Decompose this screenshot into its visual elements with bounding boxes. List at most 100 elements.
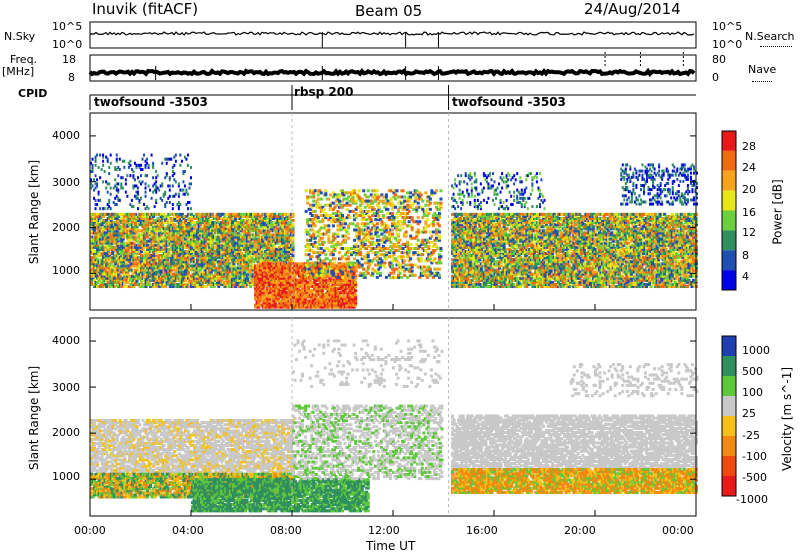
power-echo-cell: [125, 178, 127, 181]
power-echo-cell: [119, 168, 121, 171]
power-echo-cell: [117, 182, 119, 185]
power-echo-cell: [179, 203, 181, 206]
power-echo-cell: [161, 182, 163, 185]
power-echo-cell: [128, 223, 131, 226]
power-echo-cell: [152, 162, 154, 165]
power-echo-cell: [146, 158, 148, 161]
power-echo-cell: [175, 193, 177, 196]
power-echo-cell: [95, 207, 97, 210]
power-echo-cell: [175, 180, 177, 183]
power-echo-cell: [155, 180, 157, 183]
power-echo-cell: [178, 182, 180, 185]
power-echo-cell: [151, 154, 153, 157]
power-echo-cell: [145, 182, 147, 185]
power-echo-cell: [155, 199, 157, 202]
power-echo-cell: [146, 174, 148, 177]
power-echo-cell: [188, 187, 190, 190]
power-echo-cell: [140, 164, 142, 167]
power-echo-cell: [125, 182, 127, 185]
freq-trace: [90, 71, 694, 74]
power-echo-cell: [310, 289, 313, 292]
power-echo-cell: [116, 154, 118, 157]
power-echo-cell: [185, 189, 187, 192]
power-echo-cell: [122, 187, 124, 190]
power-echo-cell: [132, 205, 134, 208]
power-echo-cell: [98, 166, 100, 169]
power-echo-cell: [188, 201, 190, 204]
power-echo-cell: [151, 197, 153, 200]
power-echo-cell: [110, 193, 112, 196]
power-echo-cell: [173, 172, 175, 175]
power-echo-cell: [166, 201, 168, 204]
power-echo-cell: [132, 170, 134, 173]
power-echo-cell: [140, 174, 142, 177]
power-echo-cell: [119, 275, 122, 278]
power-echo-cell: [172, 207, 174, 210]
power-echo-cell: [102, 180, 104, 183]
power-echo-cell: [149, 189, 151, 192]
power-echo-cell: [257, 213, 260, 216]
power-echo-cell: [184, 170, 186, 173]
power-echo-cell: [107, 158, 109, 161]
power-echo-cell: [123, 166, 125, 169]
power-echo-cell: [102, 154, 104, 157]
power-echo-cell: [92, 184, 94, 187]
power-echo-cell: [92, 164, 94, 167]
power-echo-cell: [116, 203, 118, 206]
power-echo-cell: [172, 203, 174, 206]
power-echo-cell: [96, 154, 98, 157]
power-echo-cell: [92, 158, 94, 161]
power-echo-cell: [169, 184, 171, 187]
power-echo-cell: [152, 176, 154, 179]
power-echo-cell: [108, 172, 110, 175]
power-echo-cell: [129, 164, 131, 167]
power-echo-cell: [132, 174, 134, 177]
power-echo-cell: [157, 174, 159, 177]
power-echo-cell: [182, 189, 184, 192]
power-echo-cell: [110, 187, 112, 190]
power-echo-cell: [169, 195, 171, 198]
power-echo-cell: [161, 199, 163, 202]
power-echo-cell: [119, 158, 121, 161]
power-echo-cell: [125, 191, 127, 194]
power-echo-cell: [187, 193, 189, 196]
power-echo-cell: [190, 213, 193, 216]
power-echo-cell: [164, 191, 166, 194]
power-echo-cell: [169, 201, 171, 204]
power-echo-cell: [122, 176, 124, 179]
power-echo-cell: [187, 164, 189, 167]
power-echo-cell: [104, 207, 106, 210]
power-echo-cell: [173, 164, 175, 167]
power-echo-cell: [142, 158, 144, 161]
power-echo-cell: [99, 199, 101, 202]
power-echo-cell: [249, 285, 252, 288]
power-echo-cell: [142, 180, 144, 183]
power-echo-cell: [93, 178, 95, 181]
power-echo-cell: [117, 189, 119, 192]
power-echo-cell: [166, 162, 168, 165]
power-echo-cell: [131, 199, 133, 202]
power-echo-cell: [145, 187, 147, 190]
power-echo-cell: [123, 160, 125, 163]
power-echo-cell: [137, 207, 139, 210]
power-echo-cell: [104, 170, 106, 173]
power-echo-cell: [190, 176, 192, 179]
power-echo-cell: [138, 229, 141, 232]
power-echo-cell: [119, 199, 121, 202]
power-echo-cell: [129, 160, 131, 163]
power-echo-cell: [110, 207, 112, 210]
power-echo-cell: [117, 174, 119, 177]
power-echo-cell: [108, 182, 110, 185]
power-echo-cell: [161, 162, 163, 165]
power-echo-cell: [110, 162, 112, 165]
power-echo-cell: [217, 277, 220, 280]
power-echo-cell: [190, 182, 192, 185]
power-echo-cell: [95, 174, 97, 177]
power-echo-cell: [99, 154, 101, 157]
power-echo-cell: [96, 182, 98, 185]
power-echo-cell: [179, 164, 181, 167]
power-echo-cell: [155, 213, 158, 216]
power-echo-cell: [120, 182, 122, 185]
power-echo-cell: [181, 160, 183, 163]
power-echo-cell: [154, 205, 156, 208]
